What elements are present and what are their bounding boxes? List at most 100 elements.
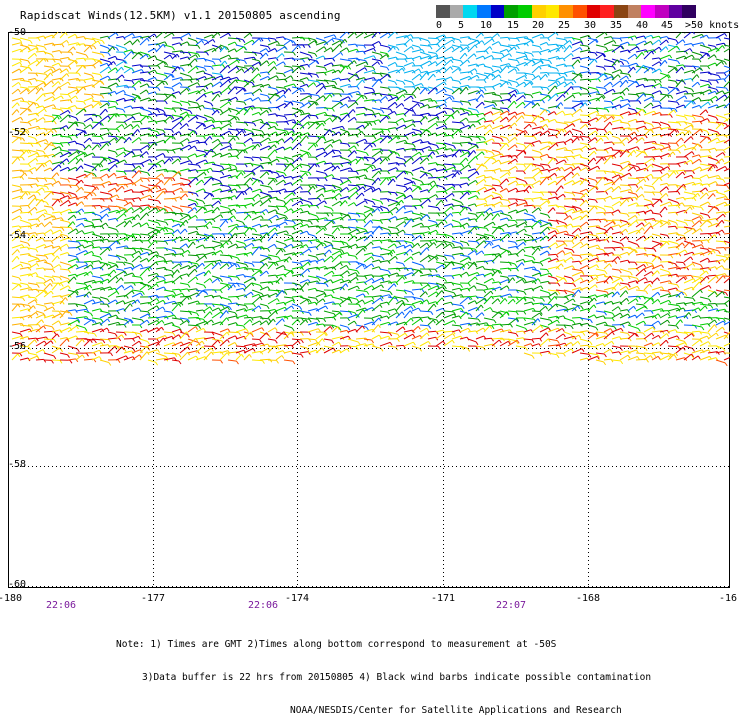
colorbar-labels: 0 5 10 15 20 25 30 35 40 45 >50 knots [432, 20, 740, 32]
colorbar-swatch [532, 5, 546, 18]
wind-barb [84, 94, 91, 95]
wind-barb [244, 198, 253, 199]
wind-barb [348, 219, 356, 220]
wind-barb [60, 143, 68, 144]
wind-barb [92, 136, 101, 137]
wind-barb [36, 178, 45, 179]
wind-barb [596, 212, 603, 213]
colorbar-swatch [628, 5, 642, 18]
colorbar-label: 45 [661, 20, 673, 31]
wind-barb [428, 115, 437, 116]
wind-barb [612, 150, 621, 151]
wind-barb [308, 205, 317, 206]
wind-barb [276, 45, 284, 46]
wind-barb [36, 128, 45, 129]
wind-barb [524, 205, 533, 206]
colorbar-swatch [573, 5, 587, 18]
wind-barb [76, 101, 84, 102]
wind-barb [596, 199, 604, 200]
colorbar-swatch [682, 5, 696, 18]
wind-barb [420, 198, 428, 199]
wind-barb [668, 212, 676, 213]
wind-barb [140, 178, 148, 179]
wind-barb [236, 129, 244, 130]
wind-barb [452, 129, 460, 130]
wind-barb [580, 115, 589, 116]
wind-barb [388, 122, 396, 123]
colorbar-swatch [463, 5, 477, 18]
wind-barb [332, 101, 340, 102]
wind-barb [348, 171, 356, 172]
colorbar-swatch [450, 5, 464, 18]
colorbar-swatch [614, 5, 628, 18]
wind-barb [260, 38, 268, 39]
colorbar-label: 25 [558, 20, 570, 31]
wind-barb [444, 37, 453, 38]
colorbar-label: 5 [458, 20, 464, 31]
wind-barb [228, 150, 237, 151]
wind-barb [548, 44, 557, 45]
colorbar-label: 30 [584, 20, 596, 31]
colorbar-swatch [477, 5, 491, 18]
colorbar-swatch [436, 5, 450, 18]
wind-barb [324, 220, 333, 221]
wind-barb-map [8, 32, 730, 588]
wind-barb [564, 38, 572, 39]
wind-barb [116, 114, 125, 115]
colorbar-swatch [587, 5, 601, 18]
wind-barb [212, 198, 219, 199]
colorbar-swatch [641, 5, 655, 18]
wind-barb [244, 163, 251, 164]
colorbar-label: 35 [610, 20, 622, 31]
wind-barb [412, 122, 420, 123]
wind-barb [316, 72, 324, 73]
wind-barb [596, 136, 607, 137]
colorbar-swatch [600, 5, 614, 18]
wind-barb [620, 185, 629, 186]
wind-barb [68, 185, 77, 186]
wind-barb [60, 94, 69, 95]
wind-barb [604, 101, 611, 102]
wind-barb [540, 87, 547, 88]
wind-barb [92, 206, 100, 207]
wind-barb [508, 220, 515, 221]
wind-barb [676, 170, 684, 171]
wind-barb [220, 164, 229, 165]
wind-barb [668, 129, 677, 130]
colorbar-swatch [559, 5, 573, 18]
wind-barb [452, 212, 459, 213]
wind-barb [132, 121, 140, 122]
wind-barb [108, 136, 116, 137]
colorbar-label: 10 [480, 20, 492, 31]
wind-barb [236, 205, 245, 206]
wind-barb [540, 73, 547, 74]
wind-barb [612, 115, 621, 116]
wind-barb [604, 213, 611, 214]
wind-barb [372, 73, 380, 74]
wind-barb [92, 219, 100, 220]
colorbar-label: 40 [636, 20, 648, 31]
wind-barb [100, 101, 108, 102]
wind-barb [556, 129, 565, 130]
wind-barb [324, 108, 332, 109]
wind-barb [244, 171, 253, 172]
wind-barb [588, 108, 596, 109]
wind-barb [500, 37, 508, 38]
wind-barb [596, 129, 605, 130]
wind-barb [52, 115, 59, 116]
wind-barb [692, 178, 700, 179]
colorbar-label: 0 [436, 20, 442, 31]
wind-barb [556, 45, 564, 46]
colorbar-swatch [655, 5, 669, 18]
wind-barb [372, 93, 380, 94]
wind-barb [644, 94, 652, 95]
colorbar-label: >50 knots [685, 20, 739, 31]
wind-barb [556, 73, 565, 74]
wind-barb [44, 191, 52, 192]
wind-barb [636, 163, 645, 164]
wind-barb [196, 58, 204, 59]
wind-barb [204, 66, 211, 67]
wind-barb [444, 135, 452, 136]
colorbar-swatch [491, 5, 505, 18]
wind-barb [172, 213, 181, 214]
